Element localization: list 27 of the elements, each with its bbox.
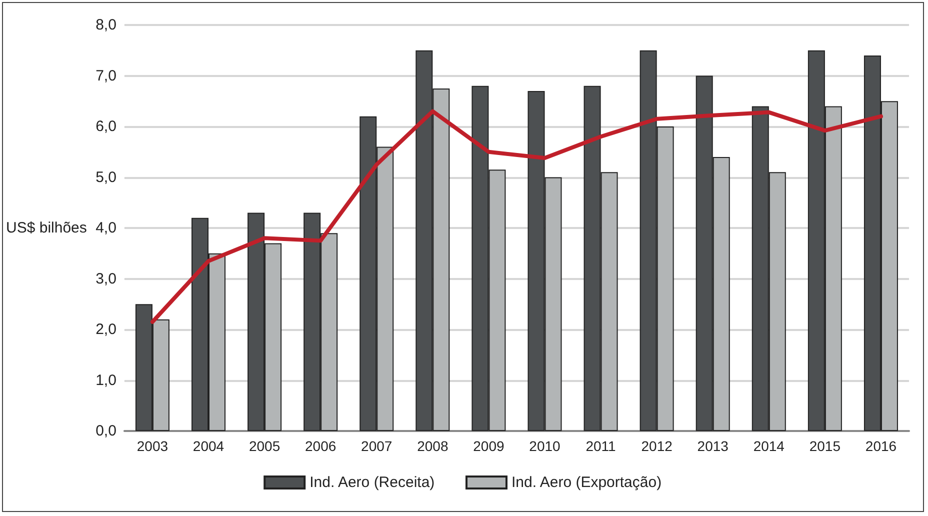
x-tick-label: 2006	[305, 438, 336, 454]
x-tick-label: 2003	[136, 438, 168, 454]
y-axis-title: US$ bilhões	[6, 220, 87, 236]
y-tick-label: 6,0	[96, 118, 116, 135]
x-tick-label: 2014	[753, 438, 785, 454]
y-tick-label: 0,0	[96, 422, 116, 440]
x-tick-label: 2016	[865, 438, 897, 454]
legend-label: Ind. Aero (Receita)	[310, 474, 435, 491]
x-tick-label: 2010	[529, 438, 561, 454]
x-tick-label: 2004	[192, 438, 224, 454]
x-tick-label: 2007	[361, 438, 392, 454]
y-tick-label: 2,0	[96, 321, 116, 338]
x-tick-label: 2013	[697, 438, 729, 454]
legend-label: Ind. Aero (Exportação)	[511, 474, 662, 491]
x-tick-label: 2011	[586, 438, 616, 454]
x-tick-label: 2009	[473, 438, 504, 454]
x-tick-label: 2015	[809, 438, 841, 454]
y-tick-label: 1,0	[96, 372, 116, 389]
y-tick-label: 5,0	[96, 168, 116, 186]
y-tick-label: 4,0	[96, 220, 116, 236]
line-series	[150, 109, 883, 324]
x-tick-label: 2012	[641, 438, 673, 454]
y-tick-label: 7,0	[96, 67, 116, 84]
y-tick-label: 8,0	[96, 16, 116, 34]
y-tick-label: 3,0	[96, 270, 116, 288]
x-tick-label: 2005	[248, 438, 280, 454]
x-tick-label: 2008	[417, 438, 448, 454]
